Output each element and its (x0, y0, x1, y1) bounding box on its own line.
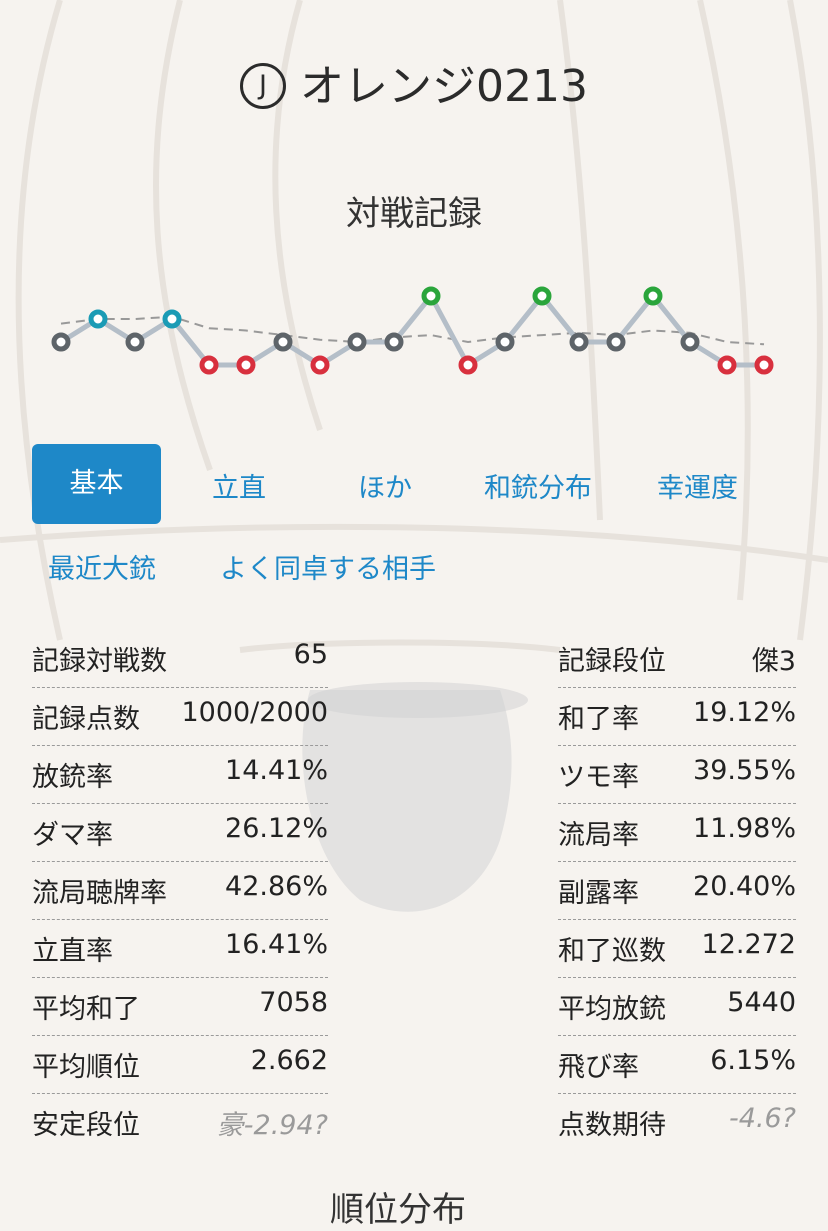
rank-point (532, 286, 552, 306)
section-title: 対戦記録 (346, 194, 482, 234)
rank-point (643, 286, 663, 306)
tab-luck[interactable]: 幸運度 (657, 473, 738, 504)
stat-value: 26.12% (225, 813, 328, 844)
stats-left-column: 記録対戦数 65 記録点数 1000/2000 放銃率 14.41% ダマ率 26.12… (32, 630, 328, 1151)
stat-row: ツモ率 39.55% (558, 746, 796, 804)
rank-point (458, 355, 478, 375)
stat-value: 65 (293, 639, 328, 670)
stat-row: 記録点数 1000/2000 (32, 688, 328, 746)
stat-value: 傑3 (751, 646, 796, 677)
rank-point (717, 355, 737, 375)
stats-right-column: 記録段位 傑3 和了率 19.12% ツモ率 39.55% 流局率 11.98% 副露率… (558, 630, 796, 1151)
stat-row: 流局聴牌率 42.86% (32, 862, 328, 920)
stat-value-estimate: 豪-2.94? (216, 1110, 328, 1141)
stat-value: 12.272 (701, 929, 796, 960)
rank-point (384, 332, 404, 352)
stat-label: 記録段位 (558, 646, 666, 677)
rank-point (495, 332, 515, 352)
stat-value-estimate: -4.6? (728, 1103, 796, 1134)
rank-point (199, 355, 219, 375)
rank-point (273, 332, 293, 352)
stat-value: 16.41% (225, 929, 328, 960)
tab-riichi[interactable]: 立直 (212, 473, 266, 504)
stat-label: 放銃率 (32, 762, 113, 793)
stat-label: 飛び率 (558, 1052, 639, 1083)
rank-point (162, 309, 182, 329)
stat-label: ツモ率 (558, 762, 639, 793)
player-badge-icon: J (240, 63, 286, 109)
next-section-title: 順位分布 (330, 1190, 466, 1230)
stat-value: 2.662 (250, 1045, 328, 1076)
rank-point (569, 332, 589, 352)
stat-row: 平均和了 7058 (32, 978, 328, 1036)
stat-label: 和了率 (558, 704, 639, 735)
stat-value: 1000/2000 (181, 697, 328, 728)
stat-label: 点数期待 (558, 1110, 666, 1141)
rank-point (606, 332, 626, 352)
stat-label: ダマ率 (32, 820, 113, 851)
rank-point (236, 355, 256, 375)
stat-label: 平均放銃 (558, 994, 666, 1025)
tab-basic[interactable]: 基本 (32, 444, 161, 524)
stat-row: 記録段位 傑3 (558, 630, 796, 688)
stat-value: 20.40% (693, 871, 796, 902)
player-name: J オレンジ0213 (0, 50, 828, 114)
stat-value: 6.15% (710, 1045, 796, 1076)
stat-label: 記録対戦数 (32, 646, 167, 677)
rank-point (125, 332, 145, 352)
stat-value: 5440 (727, 987, 796, 1018)
stat-row: 点数期待 -4.6? (558, 1094, 796, 1151)
rank-point (754, 355, 774, 375)
tab-recent-big-deal-in[interactable]: 最近大銃 (48, 554, 156, 585)
stat-label: 記録点数 (32, 704, 140, 735)
stat-row: 平均順位 2.662 (32, 1036, 328, 1094)
rank-point (51, 332, 71, 352)
rank-line (59, 293, 764, 368)
stat-value: 42.86% (225, 871, 328, 902)
stat-row: 平均放銃 5440 (558, 978, 796, 1036)
tab-other[interactable]: ほか (358, 473, 412, 504)
stat-value: 7058 (259, 987, 328, 1018)
stat-row: 流局率 11.98% (558, 804, 796, 862)
rank-point (88, 309, 108, 329)
stat-row: 放銃率 14.41% (32, 746, 328, 804)
stat-row: 飛び率 6.15% (558, 1036, 796, 1094)
background-illustration (0, 0, 828, 912)
stat-row: 記録対戦数 65 (32, 630, 328, 688)
stat-label: 流局聴牌率 (32, 878, 167, 909)
stat-value: 39.55% (693, 755, 796, 786)
stat-value: 11.98% (693, 813, 796, 844)
tab-win-deal-in-distribution[interactable]: 和銃分布 (484, 473, 592, 504)
stat-label: 平均和了 (32, 994, 140, 1025)
player-name-text: オレンジ0213 (300, 61, 588, 112)
rank-point (347, 332, 367, 352)
stat-row: 立直率 16.41% (32, 920, 328, 978)
rank-point (310, 355, 330, 375)
stat-row: 和了率 19.12% (558, 688, 796, 746)
stat-value: 14.41% (225, 755, 328, 786)
rank-history-chart (51, 286, 774, 375)
stat-label: 安定段位 (32, 1110, 140, 1141)
stat-row: 副露率 20.40% (558, 862, 796, 920)
stat-label: 平均順位 (32, 1052, 140, 1083)
stat-value: 19.12% (693, 697, 796, 728)
stat-label: 立直率 (32, 936, 113, 967)
stat-label: 流局率 (558, 820, 639, 851)
stat-row: 和了巡数 12.272 (558, 920, 796, 978)
stat-label: 副露率 (558, 878, 639, 909)
stat-row: ダマ率 26.12% (32, 804, 328, 862)
rank-point (421, 286, 441, 306)
stat-label: 和了巡数 (558, 936, 666, 967)
average-rank-line (60, 315, 765, 346)
stat-row: 安定段位 豪-2.94? (32, 1094, 328, 1151)
tab-frequent-opponents[interactable]: よく同卓する相手 (220, 554, 436, 585)
rank-point (680, 332, 700, 352)
